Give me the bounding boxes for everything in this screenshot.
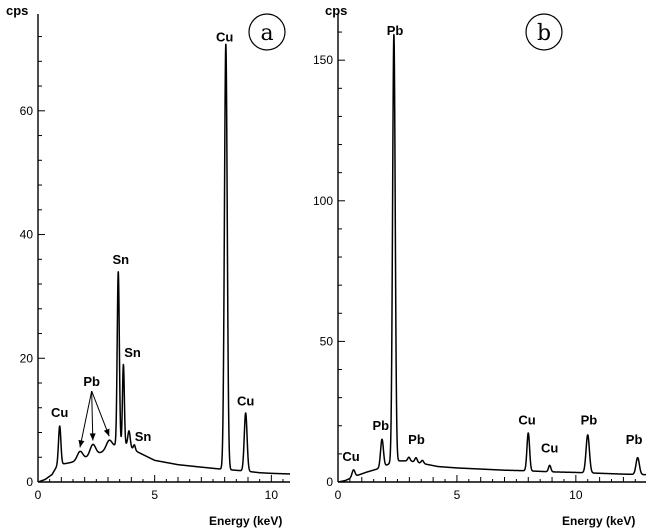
panel-a-peak-label: Sn xyxy=(124,345,141,360)
panel-a-x-tick-label: 5 xyxy=(151,488,158,502)
panel-b-marks: 0 50 100 150 0 5 10 Pb Pb Pb Cu Cu Cu Pb Pb xyxy=(313,14,647,502)
panel-a-pb-arrow-head xyxy=(103,428,110,437)
panel-a-marks: 0 20 40 60 0 5 10 Cu Pb Sn Sn Sn Cu Cu xyxy=(20,14,291,502)
panel-a-peak-label: Sn xyxy=(113,252,130,267)
panel-b-peak-label: Pb xyxy=(387,23,404,38)
panel-a-x-tick-label: 0 xyxy=(35,488,42,502)
panel-b-y-tick-label: 100 xyxy=(313,194,333,208)
panel-a-x-axis-label: Energy (keV) xyxy=(209,514,282,528)
panel-b-peak-label: Cu xyxy=(342,449,359,464)
panel-a-pb-arrow-line xyxy=(91,391,94,441)
panel-a-pb-arrow-head xyxy=(78,439,85,448)
panel-a-letter-circle xyxy=(248,13,286,51)
panel-a-y-tick-label: 20 xyxy=(20,351,34,365)
panel-b-peak-label: Pb xyxy=(372,418,389,433)
panel-a-spectrum-line xyxy=(37,43,291,483)
panel-b: cps Energy (keV) b 0 50 100 150 0 5 10 Pb Pb Pb Cu… xyxy=(313,3,647,528)
panel-b-spectrum-line xyxy=(337,33,647,483)
panel-b-x-tick-label: 10 xyxy=(569,488,583,502)
panel-a-y-tick-label: 60 xyxy=(20,104,34,118)
panel-b-y-tick-label: 50 xyxy=(320,334,334,348)
panel-b-x-tick-label: 5 xyxy=(454,488,461,502)
panel-b-peak-label: Pb xyxy=(581,412,598,427)
panel-a-letter: a xyxy=(260,21,273,46)
panel-a-pb-arrow-head xyxy=(89,433,96,441)
panel-a-peak-label: Sn xyxy=(135,429,152,444)
panel-a-peak-label: Cu xyxy=(51,405,68,420)
panel-a-peak-label: Cu xyxy=(237,393,254,408)
panel-b-peak-label: Cu xyxy=(541,440,558,455)
panel-b-y-unit: cps xyxy=(325,3,347,18)
panel-a-peak-label: Cu xyxy=(216,30,233,45)
panel-b-letter-circle xyxy=(525,13,563,51)
panel-b-y-tick-label: 150 xyxy=(313,53,333,67)
panel-b-peak-label: Cu xyxy=(518,412,535,427)
panel-b-x-axis-label: Energy (keV) xyxy=(562,514,635,528)
panel-b-x-tick-label: 0 xyxy=(335,488,342,502)
panel-b-y-tick-label: 0 xyxy=(326,475,333,489)
panel-a-pb-arrow-line xyxy=(79,391,93,448)
panel-b-peak-label: Pb xyxy=(626,432,643,447)
panel-a: cps Energy (keV) a 0 20 40 60 0 5 10 Cu Pb Sn Sn Sn… xyxy=(6,3,291,528)
panel-b-peak-label: Pb xyxy=(408,432,425,447)
panel-a-y-unit: cps xyxy=(6,3,28,18)
panel-a-y-tick-label: 0 xyxy=(26,475,33,489)
panel-b-letter: b xyxy=(537,21,551,46)
panel-a-pb-arrow-line xyxy=(91,390,110,437)
panel-a-x-tick-label: 10 xyxy=(265,488,279,502)
panel-a-y-tick-label: 40 xyxy=(20,228,34,242)
panel-a-peak-label: Pb xyxy=(83,374,100,389)
